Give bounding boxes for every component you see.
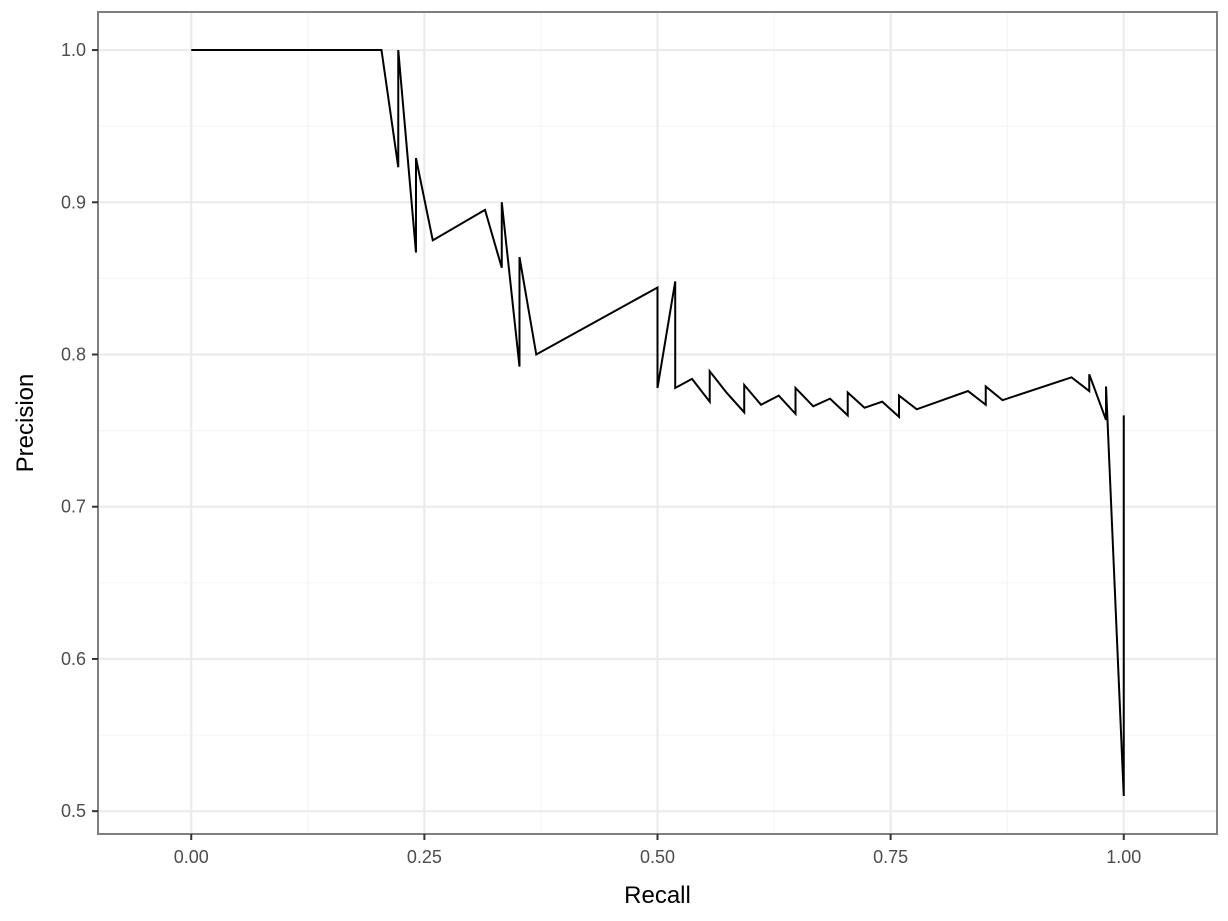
x-tick-label: 0.50 <box>640 847 675 867</box>
x-axis-title: Recall <box>624 882 691 909</box>
x-tick-label: 0.75 <box>873 847 908 867</box>
y-tick-label: 0.6 <box>61 649 86 669</box>
y-tick-label: 0.9 <box>61 192 86 212</box>
x-axis: 0.00 0.25 0.50 0.75 1.00 <box>174 834 1141 867</box>
x-tick-label: 1.00 <box>1106 847 1141 867</box>
x-tick-label: 0.25 <box>407 847 442 867</box>
y-axis-title: Precision <box>12 374 39 473</box>
y-axis: 0.5 0.6 0.7 0.8 0.9 1.0 <box>61 40 98 821</box>
y-tick-label: 1.0 <box>61 40 86 60</box>
x-tick-label: 0.00 <box>174 847 209 867</box>
y-tick-label: 0.7 <box>61 497 86 517</box>
y-tick-label: 0.5 <box>61 801 86 821</box>
series-layer <box>191 49 1125 796</box>
y-tick-label: 0.8 <box>61 345 86 365</box>
precision-recall-line <box>191 49 1125 796</box>
